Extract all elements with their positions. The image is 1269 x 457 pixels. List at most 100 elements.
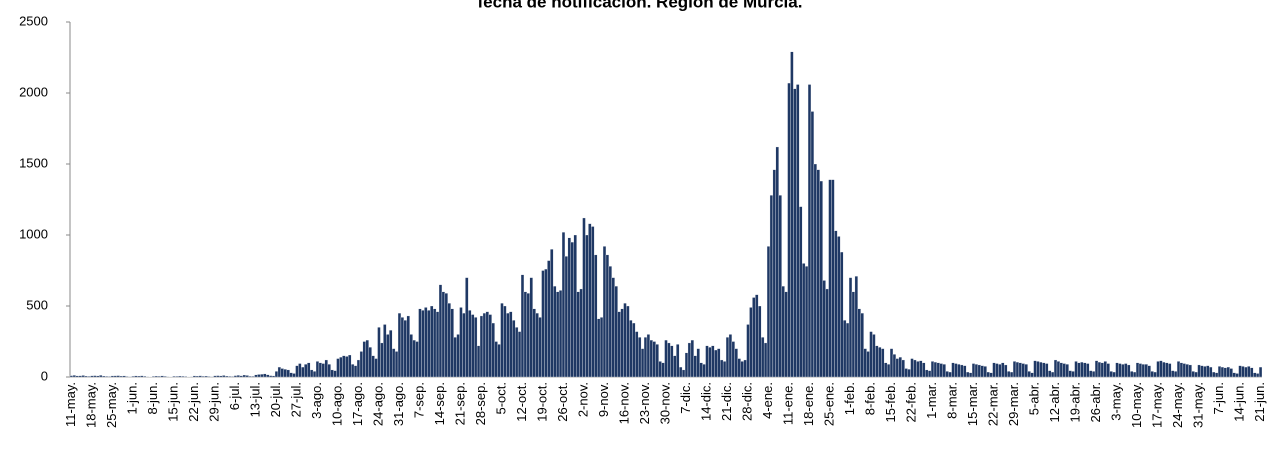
x-tick-label: 19-oct. bbox=[534, 382, 549, 422]
bar bbox=[813, 163, 817, 378]
bar bbox=[693, 355, 697, 378]
x-tick-label: 8-feb. bbox=[862, 382, 877, 415]
bar bbox=[910, 358, 914, 378]
bar bbox=[866, 351, 870, 378]
y-tick-label: 500 bbox=[26, 297, 48, 312]
bar bbox=[1156, 361, 1160, 378]
bar bbox=[427, 310, 431, 378]
bar bbox=[804, 266, 809, 378]
bar bbox=[1097, 361, 1102, 378]
y-tick-label: 2500 bbox=[19, 13, 48, 28]
bar bbox=[725, 337, 730, 378]
bar bbox=[933, 361, 938, 378]
bar bbox=[435, 311, 440, 378]
bar bbox=[301, 366, 305, 378]
bar bbox=[1009, 371, 1014, 378]
bar bbox=[1132, 371, 1137, 378]
bar bbox=[348, 354, 352, 378]
bar bbox=[1159, 360, 1163, 378]
x-tick-label: 1-jun. bbox=[124, 382, 139, 415]
bar bbox=[526, 293, 530, 378]
bar bbox=[930, 361, 935, 378]
bar bbox=[216, 375, 220, 378]
bar bbox=[368, 347, 372, 378]
bar bbox=[318, 362, 323, 378]
bar bbox=[907, 369, 911, 378]
bar bbox=[245, 375, 249, 378]
bar bbox=[649, 339, 653, 378]
bar bbox=[1106, 363, 1110, 378]
bar bbox=[731, 341, 735, 378]
bar bbox=[860, 312, 864, 378]
bar bbox=[1241, 366, 1245, 378]
bar bbox=[184, 376, 188, 378]
bar bbox=[1018, 362, 1022, 378]
bar bbox=[204, 375, 208, 378]
bar bbox=[998, 364, 1002, 378]
x-tick-label: 18-ene. bbox=[801, 382, 816, 426]
bar bbox=[1103, 361, 1107, 378]
bar bbox=[286, 369, 290, 378]
bar bbox=[1168, 363, 1172, 378]
bar bbox=[1220, 366, 1225, 378]
bar bbox=[1030, 372, 1034, 378]
bar bbox=[280, 368, 284, 378]
bar bbox=[904, 368, 908, 378]
bar bbox=[766, 246, 771, 378]
bar bbox=[336, 358, 340, 378]
bar bbox=[892, 354, 897, 378]
bar bbox=[1068, 370, 1072, 378]
bar bbox=[143, 375, 147, 378]
bar bbox=[1206, 365, 1210, 378]
bar bbox=[394, 351, 399, 378]
bar bbox=[617, 311, 621, 378]
bar bbox=[222, 375, 226, 378]
x-tick-label: 28-dic. bbox=[739, 382, 754, 421]
bar bbox=[497, 344, 501, 378]
x-tick-label: 11-may. bbox=[63, 382, 78, 427]
bar bbox=[96, 375, 100, 378]
bar bbox=[1138, 363, 1143, 378]
bar bbox=[848, 277, 853, 378]
bar bbox=[977, 364, 981, 378]
bar bbox=[746, 324, 750, 378]
x-tick-label: 7-jun. bbox=[1211, 382, 1226, 415]
bar bbox=[763, 342, 768, 378]
x-tick-label: 26-abr. bbox=[1088, 382, 1103, 422]
bar bbox=[1089, 370, 1093, 378]
bar bbox=[1033, 360, 1037, 378]
bar bbox=[1162, 361, 1166, 378]
bar bbox=[333, 370, 337, 378]
bar bbox=[1012, 361, 1017, 378]
bar bbox=[889, 348, 894, 378]
bar bbox=[289, 372, 293, 378]
bar bbox=[1135, 362, 1140, 378]
bar bbox=[532, 308, 536, 378]
bar bbox=[1053, 359, 1058, 378]
bar bbox=[778, 195, 782, 378]
bar bbox=[1071, 371, 1075, 378]
bar bbox=[1042, 362, 1046, 378]
x-tick-label: 17-may. bbox=[1149, 382, 1164, 428]
bar bbox=[157, 375, 161, 378]
bar bbox=[638, 337, 642, 378]
bar bbox=[1056, 361, 1061, 378]
bar bbox=[749, 307, 753, 378]
bar bbox=[535, 312, 539, 378]
bar bbox=[954, 363, 958, 378]
bar bbox=[1091, 371, 1096, 378]
bar bbox=[1112, 371, 1116, 378]
bar bbox=[1185, 364, 1189, 378]
bar bbox=[482, 312, 487, 378]
bar bbox=[1130, 371, 1134, 378]
x-tick-label: 26-oct. bbox=[555, 382, 570, 422]
bar bbox=[488, 314, 492, 378]
x-tick-label: 28-sep. bbox=[473, 382, 488, 425]
bar bbox=[295, 365, 299, 378]
bar bbox=[409, 334, 413, 378]
x-tick-label: 5-abr. bbox=[1026, 382, 1041, 415]
bar bbox=[722, 361, 727, 378]
bar bbox=[228, 376, 232, 378]
bar bbox=[942, 364, 946, 378]
